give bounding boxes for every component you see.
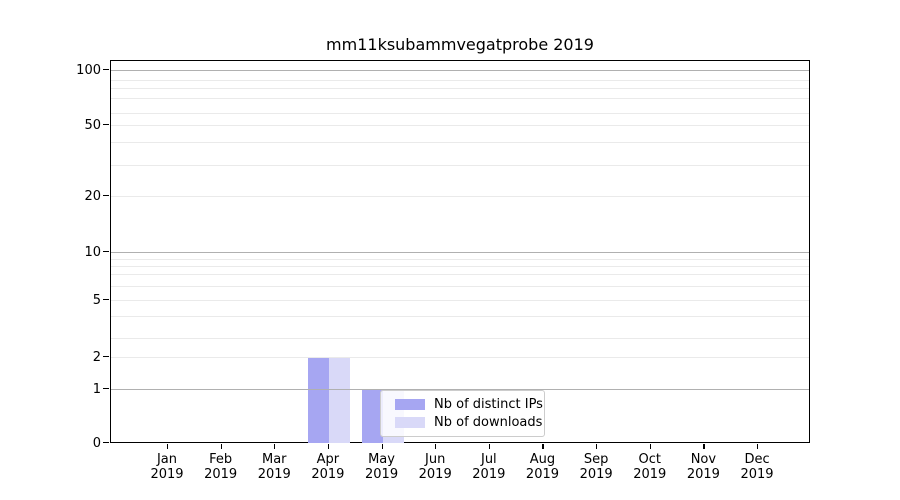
x-tick-mark [167, 444, 169, 449]
y-tick-mark [103, 195, 109, 197]
x-tick-label: Jun 2019 [405, 452, 465, 482]
x-tick-label-year: 2019 [525, 467, 560, 482]
x-tick-mark [703, 444, 705, 449]
y-tick-label: 50 [84, 118, 101, 133]
grid-line-80 [111, 88, 809, 89]
x-tick-label: Feb 2019 [191, 452, 251, 482]
x-tick-mark [542, 444, 544, 449]
grid-line-2 [111, 357, 809, 358]
bar-distinct-ips [361, 390, 383, 443]
x-tick-label-year: 2019 [686, 467, 720, 482]
x-tick-mark [596, 444, 598, 449]
bar-downloads [328, 358, 350, 443]
x-tick-label: Sep 2019 [566, 452, 626, 482]
x-tick-mark [274, 444, 276, 449]
grid-line-8 [111, 266, 809, 267]
grid-line-3 [111, 338, 809, 339]
y-tick-label: 100 [76, 63, 101, 78]
legend-label-distinct-ips: Nb of distinct IPs [434, 397, 543, 412]
x-tick-mark [649, 444, 651, 449]
legend-row-distinct-ips: Nb of distinct IPs [395, 397, 544, 412]
y-tick-mark [103, 69, 109, 71]
x-tick-label-year: 2019 [150, 467, 184, 482]
grid-line-20 [111, 196, 809, 197]
y-tick-label: 0 [92, 436, 101, 451]
grid-line-5 [111, 300, 809, 301]
legend-row-downloads: Nb of downloads [395, 415, 544, 430]
y-tick-label: 20 [84, 189, 101, 204]
x-tick-label: Nov 2019 [673, 452, 733, 482]
y-tick-label: 1 [92, 382, 101, 397]
x-tick-mark [488, 444, 491, 449]
grid-line-50 [111, 125, 809, 126]
grid-line-90 [111, 80, 809, 81]
x-tick-label-year: 2019 [740, 467, 774, 482]
grid-line-60 [111, 113, 809, 114]
y-tick-mark [103, 442, 109, 444]
y-tick-label: 2 [92, 350, 101, 365]
legend: Nb of distinct IPs Nb of downloads [380, 390, 545, 437]
y-tick-label: 5 [92, 293, 101, 308]
y-tick-mark [103, 299, 109, 301]
x-tick-label: Jan 2019 [137, 452, 197, 482]
x-tick-label-year: 2019 [311, 467, 345, 482]
x-tick-label-year: 2019 [204, 467, 238, 482]
legend-swatch-distinct-ips [395, 399, 425, 410]
grid-line-9 [111, 259, 809, 260]
x-tick-mark [381, 444, 383, 449]
grid-line-4 [111, 316, 809, 317]
x-tick-label: May 2019 [352, 452, 412, 482]
y-tick-label: 10 [84, 245, 101, 260]
x-tick-mark [435, 444, 437, 449]
y-tick-mark [103, 356, 109, 358]
x-tick-label-year: 2019 [579, 467, 613, 482]
grid-line-1 [111, 389, 809, 390]
chart-title: mm11ksubammvegatprobe 2019 [326, 35, 594, 54]
y-tick-mark [103, 251, 109, 253]
grid-line-100 [111, 70, 809, 71]
grid-line-70 [111, 98, 809, 99]
y-tick-mark [103, 124, 109, 126]
x-tick-label: Apr 2019 [298, 452, 358, 482]
bar-distinct-ips [307, 358, 329, 443]
legend-label-downloads: Nb of downloads [434, 415, 543, 430]
y-tick-mark [103, 388, 109, 390]
grid-line-40 [111, 142, 809, 143]
x-tick-label: Oct 2019 [620, 452, 680, 482]
grid-line-7 [111, 274, 809, 275]
x-tick-label-year: 2019 [633, 467, 667, 482]
grid-line-30 [111, 165, 809, 166]
grid-line-10 [111, 252, 809, 253]
x-tick-mark [327, 444, 330, 449]
x-tick-label-year: 2019 [418, 467, 452, 482]
x-tick-label-year: 2019 [257, 467, 291, 482]
x-tick-label: Jul 2019 [459, 452, 519, 482]
x-tick-mark [220, 444, 222, 449]
x-tick-label: Aug 2019 [512, 452, 572, 482]
grid-line-6 [111, 286, 809, 287]
plot-area [110, 60, 810, 443]
x-tick-label: Mar 2019 [244, 452, 304, 482]
x-tick-label: Dec 2019 [727, 452, 787, 482]
x-tick-mark [757, 444, 759, 449]
x-tick-label-year: 2019 [365, 467, 399, 482]
x-tick-label-year: 2019 [472, 467, 506, 482]
legend-swatch-downloads [395, 417, 425, 428]
